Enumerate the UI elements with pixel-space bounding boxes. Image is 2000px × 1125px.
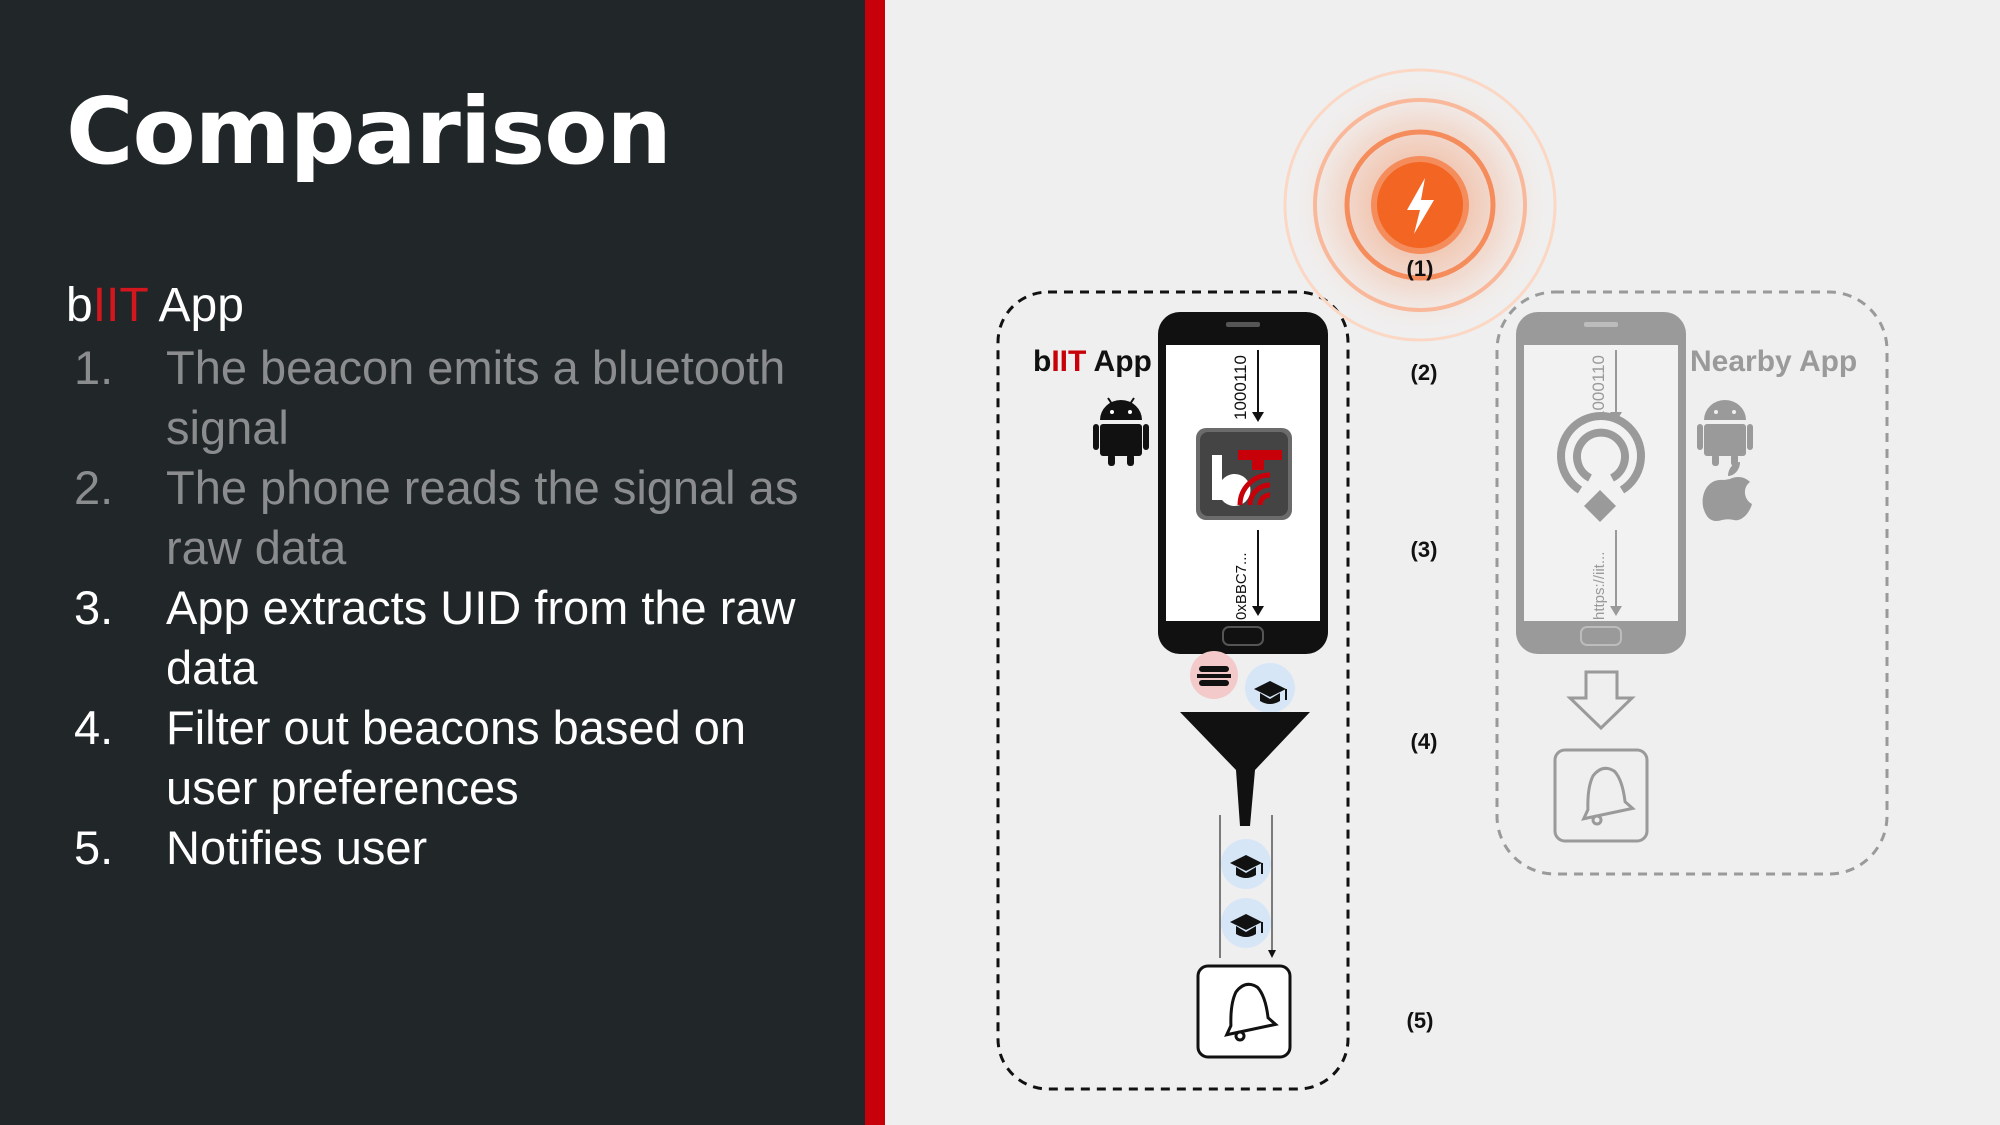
- biit-logo-icon: [1196, 428, 1292, 520]
- nearby-app-container: [1495, 290, 1889, 876]
- uid-text: 0xBBC7...: [1233, 552, 1250, 620]
- raw-bits-text: 1000110: [1231, 355, 1250, 420]
- biit-app-container: [996, 290, 1350, 1091]
- biit-app-label-highlight: IIT: [1051, 345, 1086, 378]
- step-item: 3. App extracts UID from the raw data: [60, 578, 820, 698]
- education-beacon-icon: [1245, 663, 1295, 713]
- step-text: Filter out beacons based on user prefere…: [166, 701, 747, 814]
- step-label-1: (1): [1407, 256, 1434, 281]
- food-beacon-icon: [1190, 651, 1238, 699]
- android-icon: [1093, 397, 1149, 466]
- app-heading-highlight: IIT: [92, 279, 148, 332]
- step-number: 5.: [74, 821, 114, 874]
- step-label-4: (4): [1411, 729, 1438, 754]
- beacon-icon: [1282, 67, 1558, 343]
- slide-title: Comparison: [66, 78, 672, 185]
- biit-app-label-suffix: App: [1086, 345, 1152, 378]
- nearby-notification-bell-icon: [1553, 748, 1649, 843]
- biit-app-label-prefix: b: [1033, 345, 1051, 378]
- step-label-2: (2): [1411, 360, 1438, 385]
- education-beacon-icon: [1221, 839, 1271, 889]
- step-number: 4.: [74, 701, 114, 754]
- app-heading-prefix: b: [66, 279, 93, 332]
- filter-funnel-icon: [1180, 712, 1310, 826]
- step-item: 1. The beacon emits a bluetooth signal: [60, 338, 820, 458]
- android-icon: [1697, 400, 1753, 466]
- left-panel: [0, 0, 865, 1125]
- step-text: App extracts UID from the raw data: [166, 581, 796, 694]
- nearby-app-label: Nearby App: [1690, 345, 1857, 378]
- nearby-raw-bits-text: 1000110: [1589, 355, 1608, 420]
- step-number: 2.: [74, 461, 114, 514]
- step-label-3: (3): [1411, 537, 1438, 562]
- biit-app-label: bIIT App: [1033, 345, 1152, 378]
- step-text: The phone reads the signal as raw data: [166, 461, 799, 574]
- nearby-url-text: https://iit...: [1591, 552, 1608, 620]
- step-item: 2. The phone reads the signal as raw data: [60, 458, 820, 578]
- steps-list: 1. The beacon emits a bluetooth signal 2.…: [60, 338, 820, 878]
- app-heading-suffix: App: [147, 279, 244, 332]
- step-text: Notifies user: [166, 821, 428, 874]
- notification-bell-icon: [1196, 964, 1292, 1059]
- step-item: 5. Notifies user: [60, 818, 820, 878]
- step-number: 3.: [74, 581, 114, 634]
- biit-phone: 1000110 0xBBC7...: [1158, 312, 1328, 654]
- nearby-phone: 1000110 https://iit...: [1516, 312, 1686, 654]
- divider-bar: [865, 0, 885, 1125]
- step-text: The beacon emits a bluetooth signal: [166, 341, 786, 454]
- nearby-logo-icon: [1557, 411, 1645, 522]
- apple-icon: [1702, 462, 1752, 521]
- step-number: 1.: [74, 341, 114, 394]
- down-arrow-icon: [1566, 670, 1636, 731]
- step-label-5: (5): [1407, 1008, 1434, 1033]
- education-beacon-icon: [1221, 898, 1271, 948]
- step-item: 4. Filter out beacons based on user prefe…: [60, 698, 820, 818]
- app-heading: bIIT App: [66, 278, 244, 333]
